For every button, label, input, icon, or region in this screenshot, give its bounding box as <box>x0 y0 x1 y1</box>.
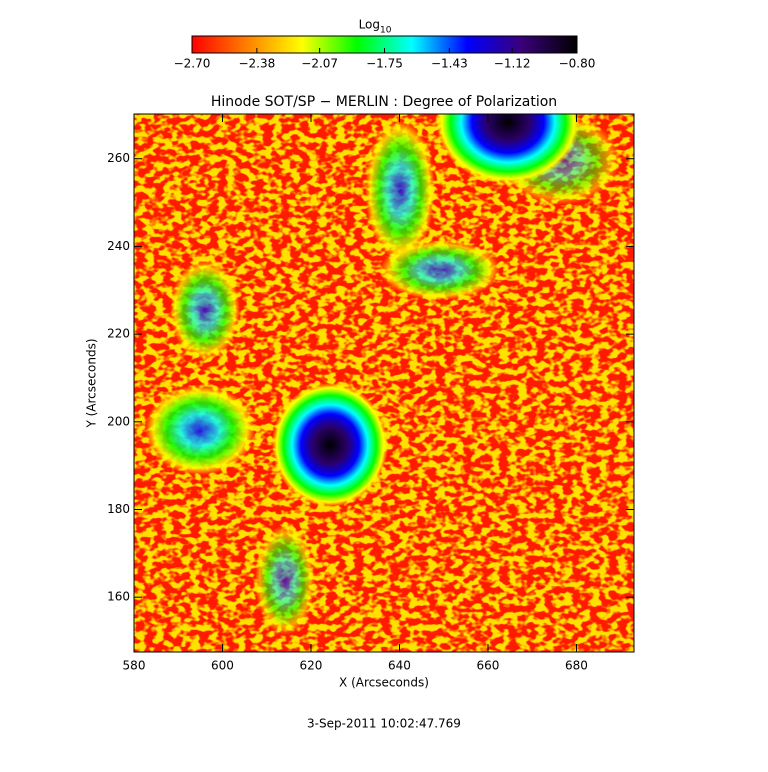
map-image <box>134 114 634 652</box>
x-axis-label: X (Arcseconds) <box>339 676 429 690</box>
colorbar-label: Log <box>359 18 380 32</box>
plot-frame <box>133 113 635 653</box>
x-tick-label: 620 <box>300 659 323 673</box>
axes: 580 600 620 640 660 680 160 180 200 220 240 260 −2.7… <box>107 48 634 673</box>
plage-region <box>365 120 435 260</box>
plage-region <box>255 525 315 635</box>
colorbar-tick-label: −0.80 <box>559 57 596 71</box>
x-tick-label: 580 <box>123 659 146 673</box>
sunspot <box>272 383 388 507</box>
x-tick-label: 600 <box>211 659 234 673</box>
plage-region <box>145 385 255 475</box>
y-tick-label: 160 <box>107 590 130 604</box>
y-tick-label: 180 <box>107 502 130 516</box>
y-tick-label: 240 <box>107 239 130 253</box>
sunspot <box>436 114 580 184</box>
x-tick-label: 640 <box>388 659 411 673</box>
y-tick-label: 200 <box>107 414 130 428</box>
y-axis-label: Y (Arcseconds) <box>85 338 99 428</box>
colorbar-tick-label: −1.75 <box>366 57 403 71</box>
plage-region <box>170 260 240 360</box>
colorbar-label-subscript: 10 <box>380 26 392 36</box>
y-tick-label: 260 <box>107 151 130 165</box>
colorbar-tick-label: −2.38 <box>238 57 275 71</box>
footer-timestamp: 3-Sep-2011 10:02:47.769 <box>307 717 461 731</box>
colorbar-tick-label: −1.12 <box>494 57 531 71</box>
x-tick-label: 680 <box>565 659 588 673</box>
colorbar-tick-label: −1.43 <box>431 57 468 71</box>
colorbar-tick-label: −2.07 <box>301 57 338 71</box>
plage-region <box>380 240 500 300</box>
colorbar-tick-label: −2.70 <box>174 57 211 71</box>
y-tick-label: 220 <box>107 327 130 341</box>
chart-title: Hinode SOT/SP − MERLIN : Degree of Polar… <box>211 94 557 110</box>
x-tick-label: 660 <box>477 659 500 673</box>
